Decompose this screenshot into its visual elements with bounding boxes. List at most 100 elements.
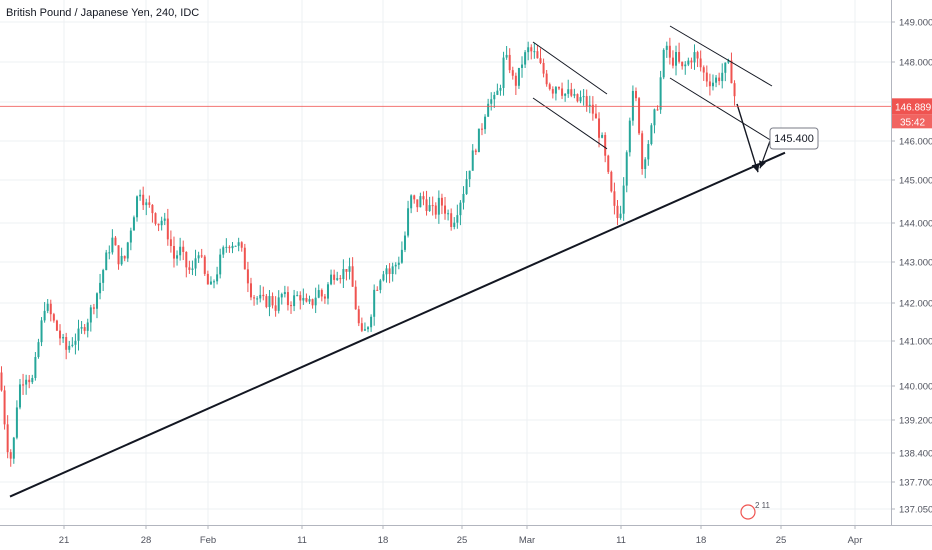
time-tick-label: 18 (378, 535, 389, 546)
candle-body (249, 283, 252, 298)
candle-body (117, 245, 120, 265)
candle-body (15, 407, 18, 438)
candle-body (718, 77, 721, 82)
candle-body (437, 197, 440, 215)
candle-body (721, 72, 724, 82)
candle-body (579, 97, 582, 102)
candle-body (176, 255, 179, 259)
time-tick-label: Feb (200, 535, 216, 546)
candle-body (542, 62, 545, 74)
time-tick-label: 21 (59, 535, 70, 546)
candle-body (206, 273, 209, 285)
candle-body (388, 268, 391, 275)
candle-body (333, 274, 336, 280)
arrow-to-target (759, 140, 771, 169)
candle-body (52, 314, 55, 321)
candle-body (95, 293, 98, 309)
candle-body (585, 96, 588, 107)
candle-body (31, 378, 34, 383)
candle-body (55, 320, 58, 331)
candle-body (163, 218, 166, 221)
candle-body (209, 281, 212, 285)
candle-body (330, 274, 333, 285)
candle-body (342, 269, 345, 280)
candle-body (474, 150, 477, 153)
candle-body (376, 289, 379, 291)
candle-body (65, 337, 68, 350)
candle-body (564, 93, 567, 96)
candle-body (357, 309, 360, 324)
time-tick-label: 18 (696, 535, 707, 546)
candle-body (339, 278, 342, 280)
candle-body (151, 204, 154, 214)
candle-body (431, 205, 434, 207)
current-price-tag (892, 98, 932, 115)
channel-line-upper (532, 41, 608, 95)
candle-body (622, 185, 625, 214)
candle-body (367, 327, 370, 330)
candle-body (22, 384, 25, 386)
candle-body (551, 89, 554, 94)
time-tick-label: 25 (776, 535, 787, 546)
candle-body (320, 290, 323, 297)
candle-body (656, 109, 659, 111)
candle-body (348, 266, 351, 272)
candle-body (126, 242, 129, 259)
candle-body (462, 193, 465, 203)
candle-body (625, 152, 628, 186)
candle-body (246, 269, 249, 284)
candle-body (9, 452, 12, 459)
candle-body (601, 134, 604, 138)
candle-body (533, 51, 536, 53)
candle-body (200, 255, 203, 257)
time-tick-label: 28 (141, 535, 152, 546)
candle-body (59, 330, 62, 339)
countdown-label: 35:42 (900, 117, 925, 128)
candle-body (675, 52, 678, 66)
candle-body (681, 61, 684, 67)
candle-body (708, 81, 711, 87)
candle-body (345, 269, 348, 272)
candle-body (240, 242, 243, 248)
candle-body (191, 268, 194, 270)
candle-body (253, 297, 256, 299)
candle-body (286, 292, 289, 306)
candle-body (477, 128, 480, 153)
candle-body (49, 303, 52, 315)
candle-body (262, 294, 265, 297)
candle-body (89, 307, 92, 323)
candle-body (662, 49, 665, 78)
candle-body (293, 295, 296, 307)
support-trendline (9, 151, 786, 498)
candle-body (480, 128, 483, 130)
candle-body (363, 329, 366, 331)
candle-body (619, 213, 622, 219)
candle-body (225, 246, 228, 248)
candle-body (299, 295, 302, 301)
candle-body (696, 52, 699, 59)
candle-body (665, 45, 668, 50)
price-tick-label: 138.400 (899, 449, 932, 460)
target-label-box (769, 127, 819, 150)
price-tick-label: 140.000 (899, 382, 932, 393)
candle-body (678, 52, 681, 62)
candle-body (598, 118, 601, 138)
time-tick-label: Mar (519, 535, 535, 546)
chart-title: British Pound / Japanese Yen, 240, IDC (6, 7, 200, 19)
candle-body (410, 195, 413, 209)
candle-body (139, 194, 142, 197)
candle-body (34, 357, 37, 379)
candle-body (690, 60, 693, 63)
candle-body (18, 384, 21, 408)
candle-body (154, 213, 157, 224)
candle-body (379, 280, 382, 290)
price-tick-label: 143.000 (899, 258, 932, 269)
candle-body (182, 246, 185, 252)
candle-body (610, 171, 613, 192)
candle-body (582, 96, 585, 98)
candle-body (659, 77, 662, 110)
candle-body (237, 242, 240, 246)
price-tick-label: 139.200 (899, 416, 932, 427)
